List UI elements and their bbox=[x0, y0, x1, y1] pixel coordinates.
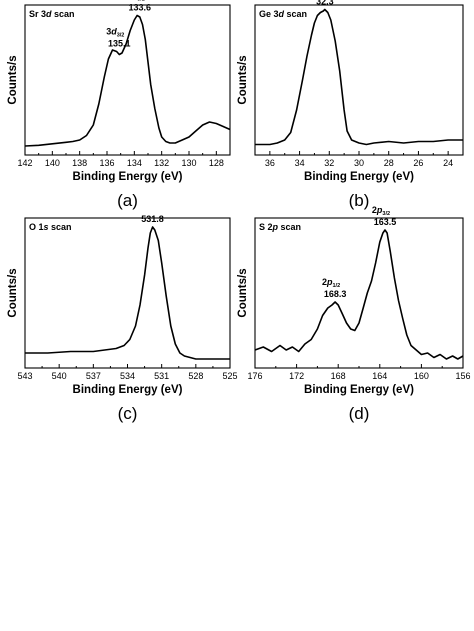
scan-title: O 1s scan bbox=[29, 222, 72, 232]
panel-label: (b) bbox=[349, 191, 370, 210]
plot-frame bbox=[254, 4, 464, 156]
y-axis-label: Counts/s bbox=[7, 55, 19, 104]
x-tick-label: 525 bbox=[222, 371, 237, 381]
peak-label-number: 2 bbox=[372, 205, 377, 215]
peak-label-orbital: 2p3/2 bbox=[372, 205, 390, 217]
x-tick-label: 132 bbox=[154, 158, 169, 168]
scan-title-prefix: O 1 bbox=[29, 222, 44, 232]
panel-label: (d) bbox=[349, 404, 370, 423]
y-axis-label: Counts/s bbox=[237, 268, 249, 317]
scan-title: S 2p scan bbox=[259, 222, 301, 232]
x-tick-label: 164 bbox=[372, 371, 387, 381]
x-tick-label: 136 bbox=[99, 158, 114, 168]
x-tick-label: 128 bbox=[209, 158, 224, 168]
peak-label-subscript: 3/2 bbox=[117, 33, 125, 39]
x-axis-label: Binding Energy (eV) bbox=[304, 171, 414, 183]
scan-title-suffix: scan bbox=[52, 9, 75, 19]
scan-title-orbital: d bbox=[46, 9, 52, 19]
x-tick-label: 28 bbox=[384, 158, 394, 168]
x-axis-label: Binding Energy (eV) bbox=[304, 384, 414, 396]
y-axis-label: Counts/s bbox=[7, 268, 19, 317]
peak-label-orbital: 3d3/2 bbox=[106, 27, 124, 39]
x-tick-label: 176 bbox=[247, 371, 262, 381]
peak-label-letter: p bbox=[376, 205, 383, 215]
x-tick-label: 130 bbox=[181, 158, 196, 168]
x-tick-label: 156 bbox=[455, 371, 470, 381]
spectrum-line bbox=[25, 226, 230, 360]
peak-label-number: 3 bbox=[127, 0, 132, 1]
panel-label: (c) bbox=[118, 404, 138, 423]
y-axis-label: Counts/s bbox=[237, 55, 249, 104]
x-tick-label: 26 bbox=[413, 158, 423, 168]
x-tick-label: 543 bbox=[17, 371, 32, 381]
plot-frame bbox=[24, 4, 231, 156]
peak-label-orbital: 2p1/2 bbox=[322, 277, 340, 289]
scan-title-prefix: S 2 bbox=[259, 222, 273, 232]
chart-panel-3: 543 540 537 534 531 528 525 Binding Energy (eV)… bbox=[7, 214, 238, 423]
peak-label-letter: p bbox=[326, 277, 333, 287]
scan-title: Sr 3d scan bbox=[29, 9, 75, 19]
peak-label-value: 133.6 bbox=[129, 3, 152, 13]
scan-title-prefix: Sr 3 bbox=[29, 9, 46, 19]
scan-title-suffix: scan bbox=[49, 222, 72, 232]
scan-title-orbital: d bbox=[279, 9, 285, 19]
x-tick-label: 32 bbox=[324, 158, 334, 168]
x-tick-label: 172 bbox=[289, 371, 304, 381]
peak-label-value: 531.8 bbox=[141, 214, 164, 224]
peak-label-subscript: 1/2 bbox=[333, 283, 341, 289]
peak-label-subscript: 3/2 bbox=[382, 211, 390, 217]
x-tick-label: 540 bbox=[52, 371, 67, 381]
x-tick-label: 134 bbox=[127, 158, 142, 168]
peak-label-number: 3 bbox=[106, 27, 111, 37]
peak-label-value: 135.1 bbox=[108, 39, 131, 49]
x-tick-label: 36 bbox=[265, 158, 275, 168]
peak-label-value: 168.3 bbox=[324, 289, 347, 299]
chart-panel-1: 142 140 138 136 134 132 130 128 Binding Energy (… bbox=[7, 0, 231, 210]
x-tick-label: 142 bbox=[17, 158, 32, 168]
peak-label-value: 163.5 bbox=[374, 217, 397, 227]
x-tick-label: 531 bbox=[154, 371, 169, 381]
scan-title-suffix: scan bbox=[278, 222, 301, 232]
scan-title-orbital: s bbox=[44, 222, 49, 232]
x-axis-label: Binding Energy (eV) bbox=[73, 171, 183, 183]
x-tick-label: 534 bbox=[120, 371, 135, 381]
scan-title-prefix: Ge 3 bbox=[259, 9, 279, 19]
peak-label-orbital: 3d5/2 bbox=[127, 0, 145, 3]
plot-frame bbox=[24, 217, 231, 369]
peak-label-letter: d bbox=[111, 27, 117, 37]
x-axis-label: Binding Energy (eV) bbox=[73, 384, 183, 396]
chart-panel-4: 176 172 168 164 160 156 Binding Energy (eV) Cou… bbox=[237, 205, 471, 423]
x-tick-label: 160 bbox=[414, 371, 429, 381]
scan-title-suffix: scan bbox=[284, 9, 307, 19]
x-tick-label: 537 bbox=[86, 371, 101, 381]
scan-title-orbital: p bbox=[272, 222, 279, 232]
panel-label: (a) bbox=[117, 191, 138, 210]
peak-label-letter: d bbox=[132, 0, 138, 1]
x-tick-label: 168 bbox=[331, 371, 346, 381]
x-tick-label: 140 bbox=[45, 158, 60, 168]
x-tick-label: 138 bbox=[72, 158, 87, 168]
spectrum-line bbox=[24, 14, 231, 147]
plot-frame bbox=[254, 217, 464, 369]
scan-title: Ge 3d scan bbox=[259, 9, 307, 19]
spectrum-line bbox=[255, 8, 463, 146]
x-tick-label: 34 bbox=[295, 158, 305, 168]
x-tick-label: 30 bbox=[354, 158, 364, 168]
x-tick-label: 24 bbox=[443, 158, 453, 168]
peak-label-subscript: 5/2 bbox=[137, 0, 145, 3]
peak-label-number: 2 bbox=[322, 277, 327, 287]
peak-label-value: 32.3 bbox=[316, 0, 334, 7]
chart-panel-2: 36 34 32 30 28 26 24 Binding Energy (eV) Counts/… bbox=[237, 0, 464, 210]
spectrum-line bbox=[254, 229, 464, 360]
x-tick-label: 528 bbox=[188, 371, 203, 381]
